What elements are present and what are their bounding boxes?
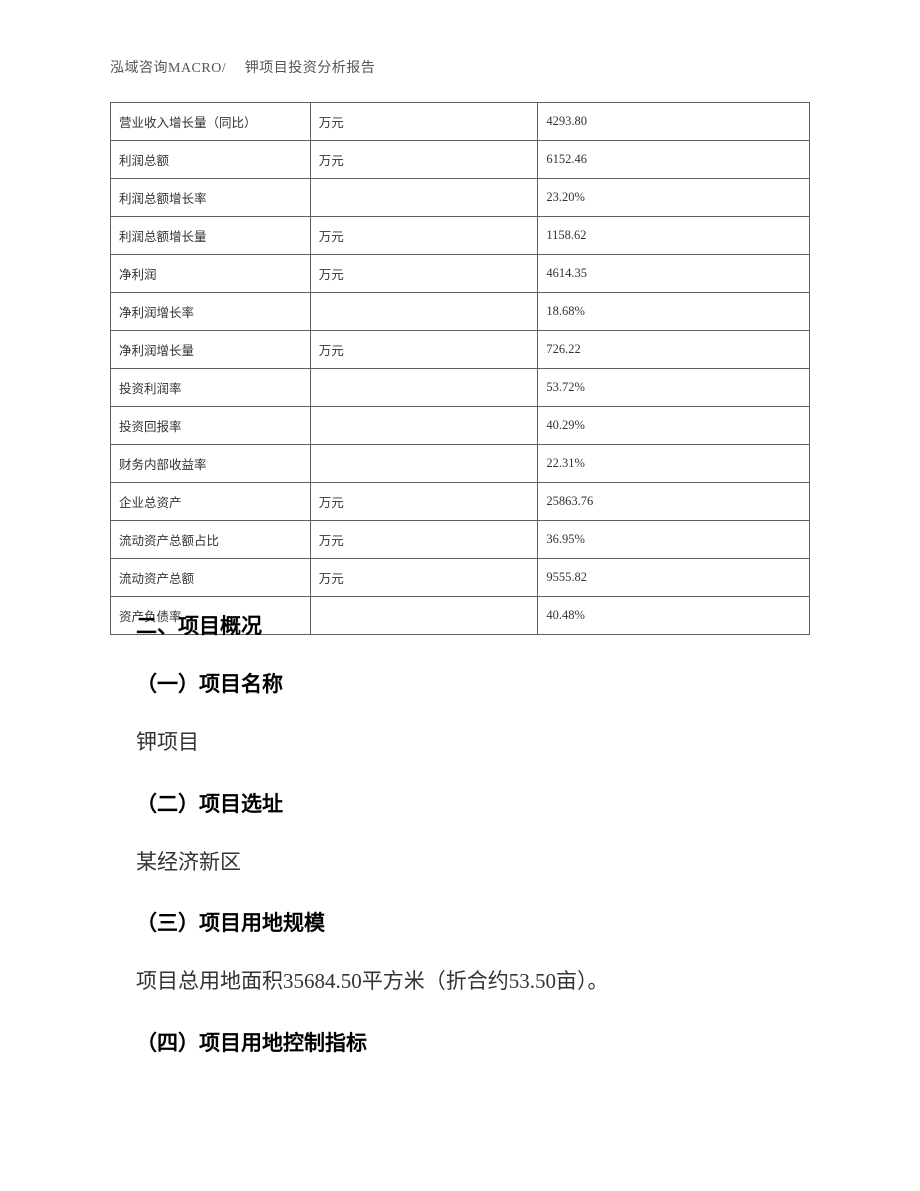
table-row: 利润总额 万元 6152.46	[111, 141, 810, 179]
cell-unit: 万元	[310, 521, 538, 559]
cell-value: 6152.46	[538, 141, 810, 179]
table-row: 净利润 万元 4614.35	[111, 255, 810, 293]
cell-value: 4293.80	[538, 103, 810, 141]
cell-value: 726.22	[538, 331, 810, 369]
subsection-3-body: 项目总用地面积35684.50平方米（折合约53.50亩）。	[136, 965, 786, 999]
cell-value: 36.95%	[538, 521, 810, 559]
cell-label: 利润总额增长量	[111, 217, 311, 255]
cell-label: 投资利润率	[111, 369, 311, 407]
cell-value: 9555.82	[538, 559, 810, 597]
cell-label: 投资回报率	[111, 407, 311, 445]
table-row: 净利润增长率 18.68%	[111, 293, 810, 331]
content-area: 二、项目概况 （一）项目名称 钾项目 （二）项目选址 某经济新区 （三）项目用地…	[136, 610, 786, 1085]
table-row: 流动资产总额占比 万元 36.95%	[111, 521, 810, 559]
cell-value: 40.29%	[538, 407, 810, 445]
cell-unit: 万元	[310, 331, 538, 369]
page-header: 泓域咨询MACRO/ 钾项目投资分析报告	[110, 57, 375, 77]
cell-unit: 万元	[310, 559, 538, 597]
cell-unit: 万元	[310, 255, 538, 293]
cell-label: 流动资产总额	[111, 559, 311, 597]
table-body: 营业收入增长量（同比） 万元 4293.80 利润总额 万元 6152.46 利…	[111, 103, 810, 635]
subsection-2-body: 某经济新区	[136, 846, 786, 880]
cell-label: 利润总额增长率	[111, 179, 311, 217]
cell-unit	[310, 179, 538, 217]
cell-label: 净利润增长率	[111, 293, 311, 331]
cell-unit: 万元	[310, 103, 538, 141]
cell-value: 53.72%	[538, 369, 810, 407]
table-row: 营业收入增长量（同比） 万元 4293.80	[111, 103, 810, 141]
cell-unit	[310, 293, 538, 331]
cell-value: 25863.76	[538, 483, 810, 521]
cell-label: 利润总额	[111, 141, 311, 179]
cell-label: 净利润	[111, 255, 311, 293]
cell-unit	[310, 445, 538, 483]
table-row: 净利润增长量 万元 726.22	[111, 331, 810, 369]
subsection-1-title: （一）项目名称	[136, 668, 786, 698]
cell-value: 1158.62	[538, 217, 810, 255]
cell-value: 22.31%	[538, 445, 810, 483]
cell-unit: 万元	[310, 141, 538, 179]
subsection-4-title: （四）项目用地控制指标	[136, 1027, 786, 1057]
table-row: 流动资产总额 万元 9555.82	[111, 559, 810, 597]
table-row: 财务内部收益率 22.31%	[111, 445, 810, 483]
cell-unit: 万元	[310, 217, 538, 255]
cell-unit	[310, 369, 538, 407]
table-row: 利润总额增长率 23.20%	[111, 179, 810, 217]
table-row: 企业总资产 万元 25863.76	[111, 483, 810, 521]
subsection-2-title: （二）项目选址	[136, 788, 786, 818]
financial-data-table: 营业收入增长量（同比） 万元 4293.80 利润总额 万元 6152.46 利…	[110, 102, 810, 635]
section-title: 二、项目概况	[136, 610, 786, 640]
cell-label: 流动资产总额占比	[111, 521, 311, 559]
cell-label: 企业总资产	[111, 483, 311, 521]
subsection-1-body: 钾项目	[136, 726, 786, 760]
subsection-3-title: （三）项目用地规模	[136, 907, 786, 937]
cell-label: 财务内部收益率	[111, 445, 311, 483]
cell-unit	[310, 407, 538, 445]
cell-unit: 万元	[310, 483, 538, 521]
table-row: 投资利润率 53.72%	[111, 369, 810, 407]
header-text: 泓域咨询MACRO/ 钾项目投资分析报告	[110, 61, 375, 76]
cell-value: 4614.35	[538, 255, 810, 293]
table-row: 利润总额增长量 万元 1158.62	[111, 217, 810, 255]
table-row: 投资回报率 40.29%	[111, 407, 810, 445]
cell-label: 净利润增长量	[111, 331, 311, 369]
cell-value: 18.68%	[538, 293, 810, 331]
cell-label: 营业收入增长量（同比）	[111, 103, 311, 141]
cell-value: 23.20%	[538, 179, 810, 217]
